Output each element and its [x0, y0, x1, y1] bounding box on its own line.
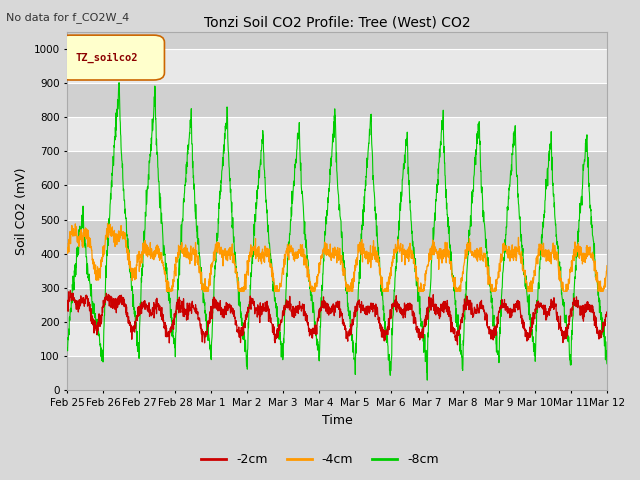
Y-axis label: Soil CO2 (mV): Soil CO2 (mV) — [15, 167, 28, 255]
Text: No data for f_CO2W_4: No data for f_CO2W_4 — [6, 12, 130, 23]
Bar — [67, 288, 607, 322]
Bar — [67, 219, 607, 254]
Bar — [67, 151, 607, 185]
Bar — [67, 32, 607, 48]
Legend: -2cm, -4cm, -8cm: -2cm, -4cm, -8cm — [196, 448, 444, 471]
X-axis label: Time: Time — [322, 414, 353, 427]
FancyBboxPatch shape — [60, 35, 164, 80]
Text: TZ_soilco2: TZ_soilco2 — [76, 52, 138, 62]
Bar — [67, 83, 607, 117]
Bar — [67, 356, 607, 390]
Title: Tonzi Soil CO2 Profile: Tree (West) CO2: Tonzi Soil CO2 Profile: Tree (West) CO2 — [204, 15, 470, 29]
